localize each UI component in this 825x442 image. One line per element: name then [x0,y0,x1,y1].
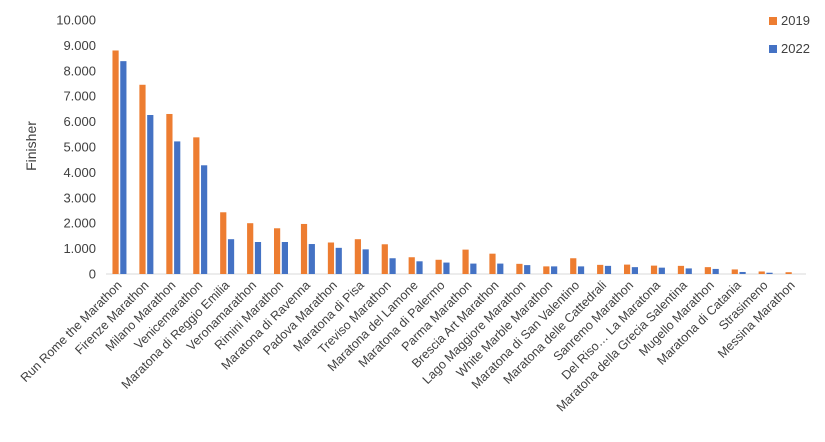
bars [112,50,792,275]
bar-2022 [685,268,692,274]
y-tick-label: 4.000 [63,165,96,180]
bar-2019 [731,269,738,274]
bar-2022 [147,115,154,274]
y-tick-label: 5.000 [63,140,96,155]
bar-2022 [416,261,423,274]
bar-2019 [597,264,604,274]
bar-2022 [227,239,235,274]
bar-2022 [577,266,585,274]
bar-2022 [120,61,127,275]
bar-2019 [704,267,711,274]
bar-2019 [489,253,496,274]
x-category-label: Run Rome the Marathon [18,278,125,385]
bar-2019 [758,271,765,274]
bar-2022 [254,242,262,274]
bar-2022 [281,242,288,274]
bar-2022 [658,267,665,274]
y-tick-label: 0 [89,267,96,282]
bar-2022 [604,265,612,274]
y-tick-label: 1.000 [63,241,96,256]
bar-2019 [112,50,119,275]
y-tick-label: 10.000 [56,13,96,28]
bar-2022 [497,263,504,274]
y-tick-label: 8.000 [63,63,96,78]
bar-2019 [193,137,200,274]
y-tick-label: 3.000 [63,190,96,205]
bar-2019 [274,228,281,274]
y-axis-label: Finisher [23,121,39,171]
bar-2022 [362,249,369,274]
bar-2019 [247,223,254,274]
bar-2019 [166,113,173,274]
y-tick-label: 2.000 [63,216,96,231]
bar-2022 [551,266,558,274]
bar-2022 [712,268,719,274]
bar-2022 [524,265,531,274]
y-axis-ticks: 0 1.000 2.000 3.000 4.000 5.000 6.000 7.000 8.00… [56,13,96,282]
legend: 2019 2022 [769,13,810,56]
bar-2019 [624,264,631,274]
bar-2022 [443,262,450,274]
legend-swatch-2022 [769,45,777,53]
legend-label-2019: 2019 [781,13,810,28]
bar-2022 [389,258,396,274]
bar-2019 [435,259,442,274]
bar-2022 [335,247,342,274]
bar-2019 [220,212,227,274]
bar-2019 [677,265,685,274]
y-tick-label: 6.000 [63,114,96,129]
bar-2019 [139,84,146,275]
bar-2019 [381,244,388,274]
bar-2022 [470,263,477,274]
legend-swatch-2019 [769,17,777,25]
bar-2019 [785,272,792,274]
y-tick-label: 7.000 [63,89,96,104]
bar-2022 [631,267,638,274]
bar-2019 [516,263,523,274]
bar-2022 [739,271,746,274]
bar-2019 [543,266,550,274]
bar-2019 [462,249,469,274]
bar-2019 [327,242,335,274]
bar-2019 [570,258,577,274]
bar-2022 [174,141,181,274]
bar-2019 [650,265,658,274]
y-tick-label: 9.000 [63,38,96,53]
legend-label-2022: 2022 [781,41,810,56]
bar-2022 [201,165,208,274]
bar-2022 [308,244,315,274]
bar-2019 [354,239,361,274]
bar-2019 [300,223,308,274]
bar-2019 [408,257,415,274]
bar-2022 [766,272,773,274]
